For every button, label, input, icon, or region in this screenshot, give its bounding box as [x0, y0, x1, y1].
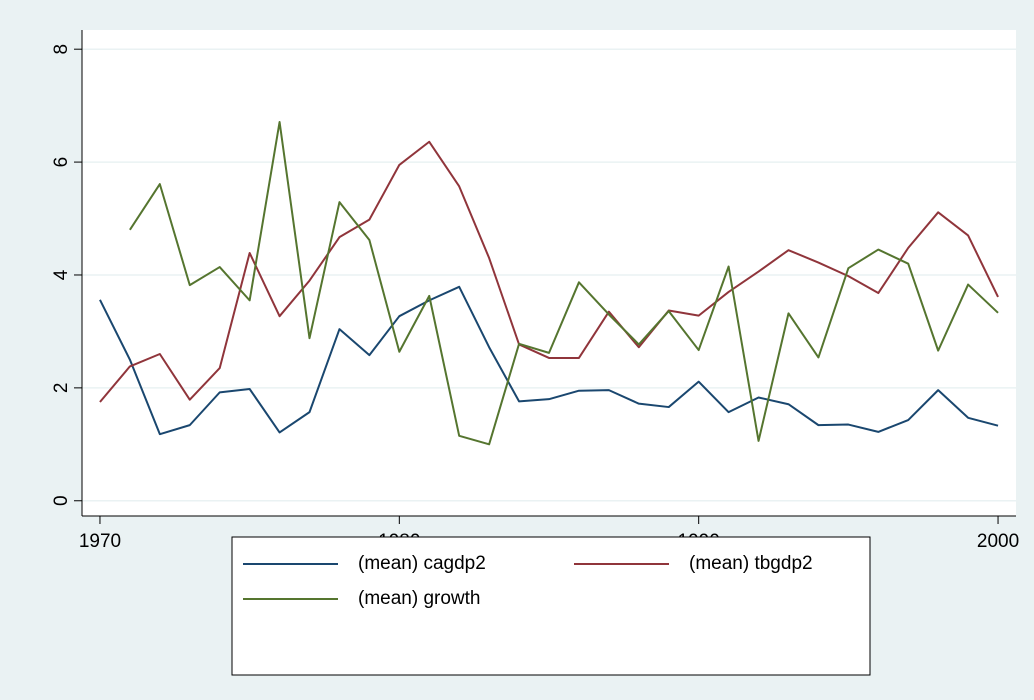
legend-box — [231, 536, 871, 676]
legend-label: (mean) growth — [358, 588, 481, 609]
plot-area — [82, 30, 1016, 516]
y-tick-label: 2 — [51, 383, 72, 394]
legend-label: (mean) cagdp2 — [358, 553, 486, 574]
legend-label: (mean) tbgdp2 — [689, 553, 813, 574]
y-tick-label: 4 — [51, 269, 72, 280]
y-tick-label: 0 — [51, 495, 72, 506]
y-tick-label: 6 — [51, 157, 72, 168]
series-line — [99, 140, 999, 403]
x-tick-label: 1970 — [79, 531, 121, 552]
y-tick-label: 8 — [51, 44, 72, 55]
x-tick-label: 2000 — [977, 531, 1019, 552]
series-line — [129, 121, 999, 446]
series-line — [99, 285, 999, 436]
